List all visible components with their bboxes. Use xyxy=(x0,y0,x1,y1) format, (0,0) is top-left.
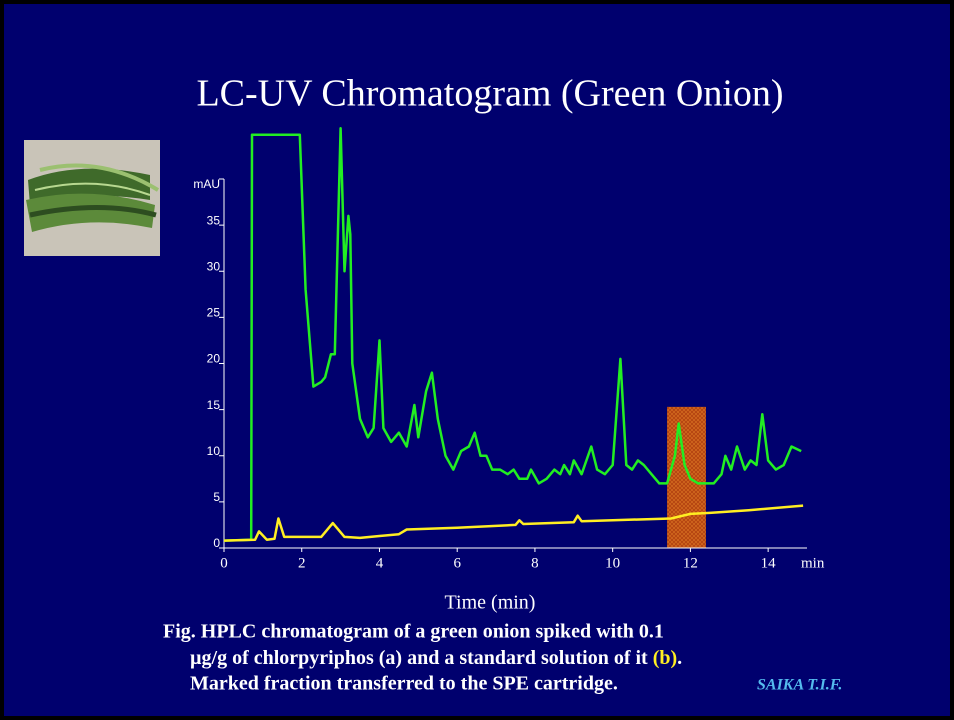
slide-background xyxy=(4,4,950,716)
x-tick-label: 0 xyxy=(220,555,228,571)
y-tick-label: 15 xyxy=(207,398,221,412)
chart: 0 5 10 15 20 25 30 35 mAU 0 2 4 6 8 10 12 14 min xyxy=(193,127,825,571)
caption-line: Fig. HPLC chromatogram of a green onion … xyxy=(163,621,664,643)
x-tick-label: 10 xyxy=(605,555,620,571)
series-line xyxy=(223,127,802,542)
series-line xyxy=(223,504,804,542)
y-tick-label: 25 xyxy=(207,306,221,320)
y-axis-title: mAU xyxy=(193,177,220,191)
caption-b: (b) xyxy=(653,647,677,669)
caption-period: . xyxy=(677,647,682,669)
x-tick-label: 2 xyxy=(298,555,306,571)
credit: SAIKA T.I.F. xyxy=(757,677,842,694)
chart-title: LC-UV Chromatogram (Green Onion) xyxy=(196,73,783,115)
caption-line: Marked fraction transferred to the SPE c… xyxy=(190,673,618,695)
x-tick-label: 14 xyxy=(761,555,777,571)
photo xyxy=(24,140,160,256)
x-axis-title: Time (min) xyxy=(445,592,536,614)
y-tick-label: 0 xyxy=(213,536,220,550)
x-tick-label: 6 xyxy=(453,555,461,571)
y-tick-label: 30 xyxy=(207,259,221,273)
x-tick-label: 8 xyxy=(531,555,539,571)
caption-text: µg/g of chlorpyriphos (a) and a standard… xyxy=(190,647,653,669)
marked-fraction xyxy=(667,406,706,548)
y-tick-label: 20 xyxy=(207,352,221,366)
x-tick-label: 4 xyxy=(376,555,384,571)
caption-line: µg/g of chlorpyriphos (a) and a standard… xyxy=(190,647,682,669)
y-tick-label: 5 xyxy=(213,490,220,504)
y-tick-label: 10 xyxy=(207,444,221,458)
y-tick-label: 35 xyxy=(207,213,221,227)
x-axis-unit: min xyxy=(801,555,825,571)
x-tick-label: 12 xyxy=(683,555,698,571)
